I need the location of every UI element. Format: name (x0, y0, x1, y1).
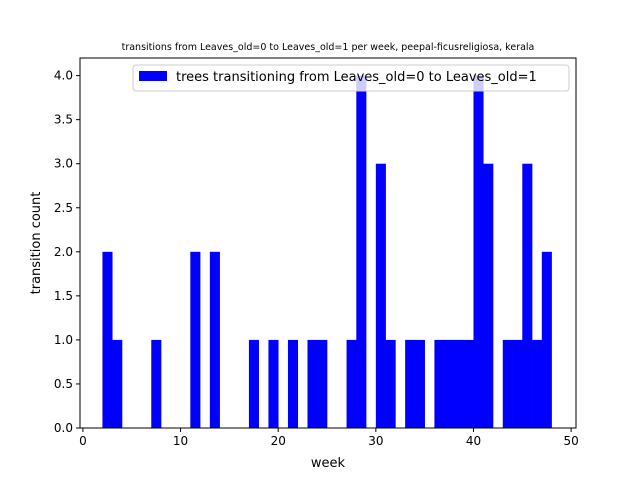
y-tick-label: 1.5 (54, 289, 73, 303)
bar-week-23 (307, 339, 318, 428)
bar-week-30 (375, 163, 386, 428)
y-tick-label: 2.0 (54, 245, 73, 259)
x-tick-label: 30 (368, 434, 383, 448)
bar-week-24 (317, 339, 328, 428)
bar-week-33 (405, 339, 416, 428)
chart-title: transitions from Leaves_old=0 to Leaves_… (122, 42, 535, 53)
y-axis-label: transition count (29, 192, 44, 295)
bar-week-31 (385, 339, 396, 428)
bar-week-17 (248, 339, 259, 428)
y-axis-ticks: 0.0 0.5 1.0 1.5 2.0 2.5 3.0 3.5 4.0 (54, 69, 80, 435)
bars-group (102, 75, 552, 428)
bar-week-43 (502, 339, 513, 428)
y-tick-label: 0.0 (54, 421, 73, 435)
plot-frame (79, 57, 577, 429)
bar-week-44 (512, 339, 523, 428)
bar-week-13 (209, 251, 220, 428)
y-tick-label: 2.5 (54, 201, 73, 215)
bar-week-19 (268, 339, 279, 428)
x-tick-label: 40 (466, 434, 481, 448)
bar-week-21 (287, 339, 299, 428)
x-tick-label: 20 (271, 434, 286, 448)
y-tick-label: 0.5 (54, 377, 73, 391)
x-tick-label: 0 (79, 434, 87, 448)
legend-box (132, 64, 570, 92)
x-tick-label: 50 (563, 434, 578, 448)
bar-week-37 (444, 339, 455, 428)
bar-week-36 (434, 339, 445, 428)
bar-week-34 (414, 339, 425, 428)
bar-week-11 (190, 251, 201, 428)
bar-week-3 (112, 339, 123, 428)
bar-week-27 (346, 339, 357, 428)
legend-label: trees transitioning from Leaves_old=0 to… (176, 70, 537, 85)
bar-week-28 (356, 75, 367, 428)
y-tick-label: 3.5 (54, 113, 73, 127)
bar-week-2 (102, 251, 113, 428)
x-axis-label: week (311, 456, 346, 471)
bar-week-46 (532, 339, 543, 428)
x-axis-ticks: 0 10 20 30 40 50 (79, 428, 579, 448)
y-tick-label: 4.0 (54, 69, 73, 83)
y-tick-label: 1.0 (54, 333, 73, 347)
bar-week-40 (473, 75, 484, 428)
x-tick-label: 10 (173, 434, 188, 448)
bar-week-47 (541, 251, 552, 428)
bar-week-45 (522, 163, 533, 428)
bar-week-41 (483, 163, 494, 428)
bar-week-7 (151, 339, 162, 428)
y-tick-label: 3.0 (54, 157, 73, 171)
bar-week-39 (463, 339, 474, 428)
legend-swatch (139, 71, 167, 81)
legend: trees transitioning from Leaves_old=0 to… (132, 64, 570, 92)
bar-week-38 (453, 339, 465, 428)
